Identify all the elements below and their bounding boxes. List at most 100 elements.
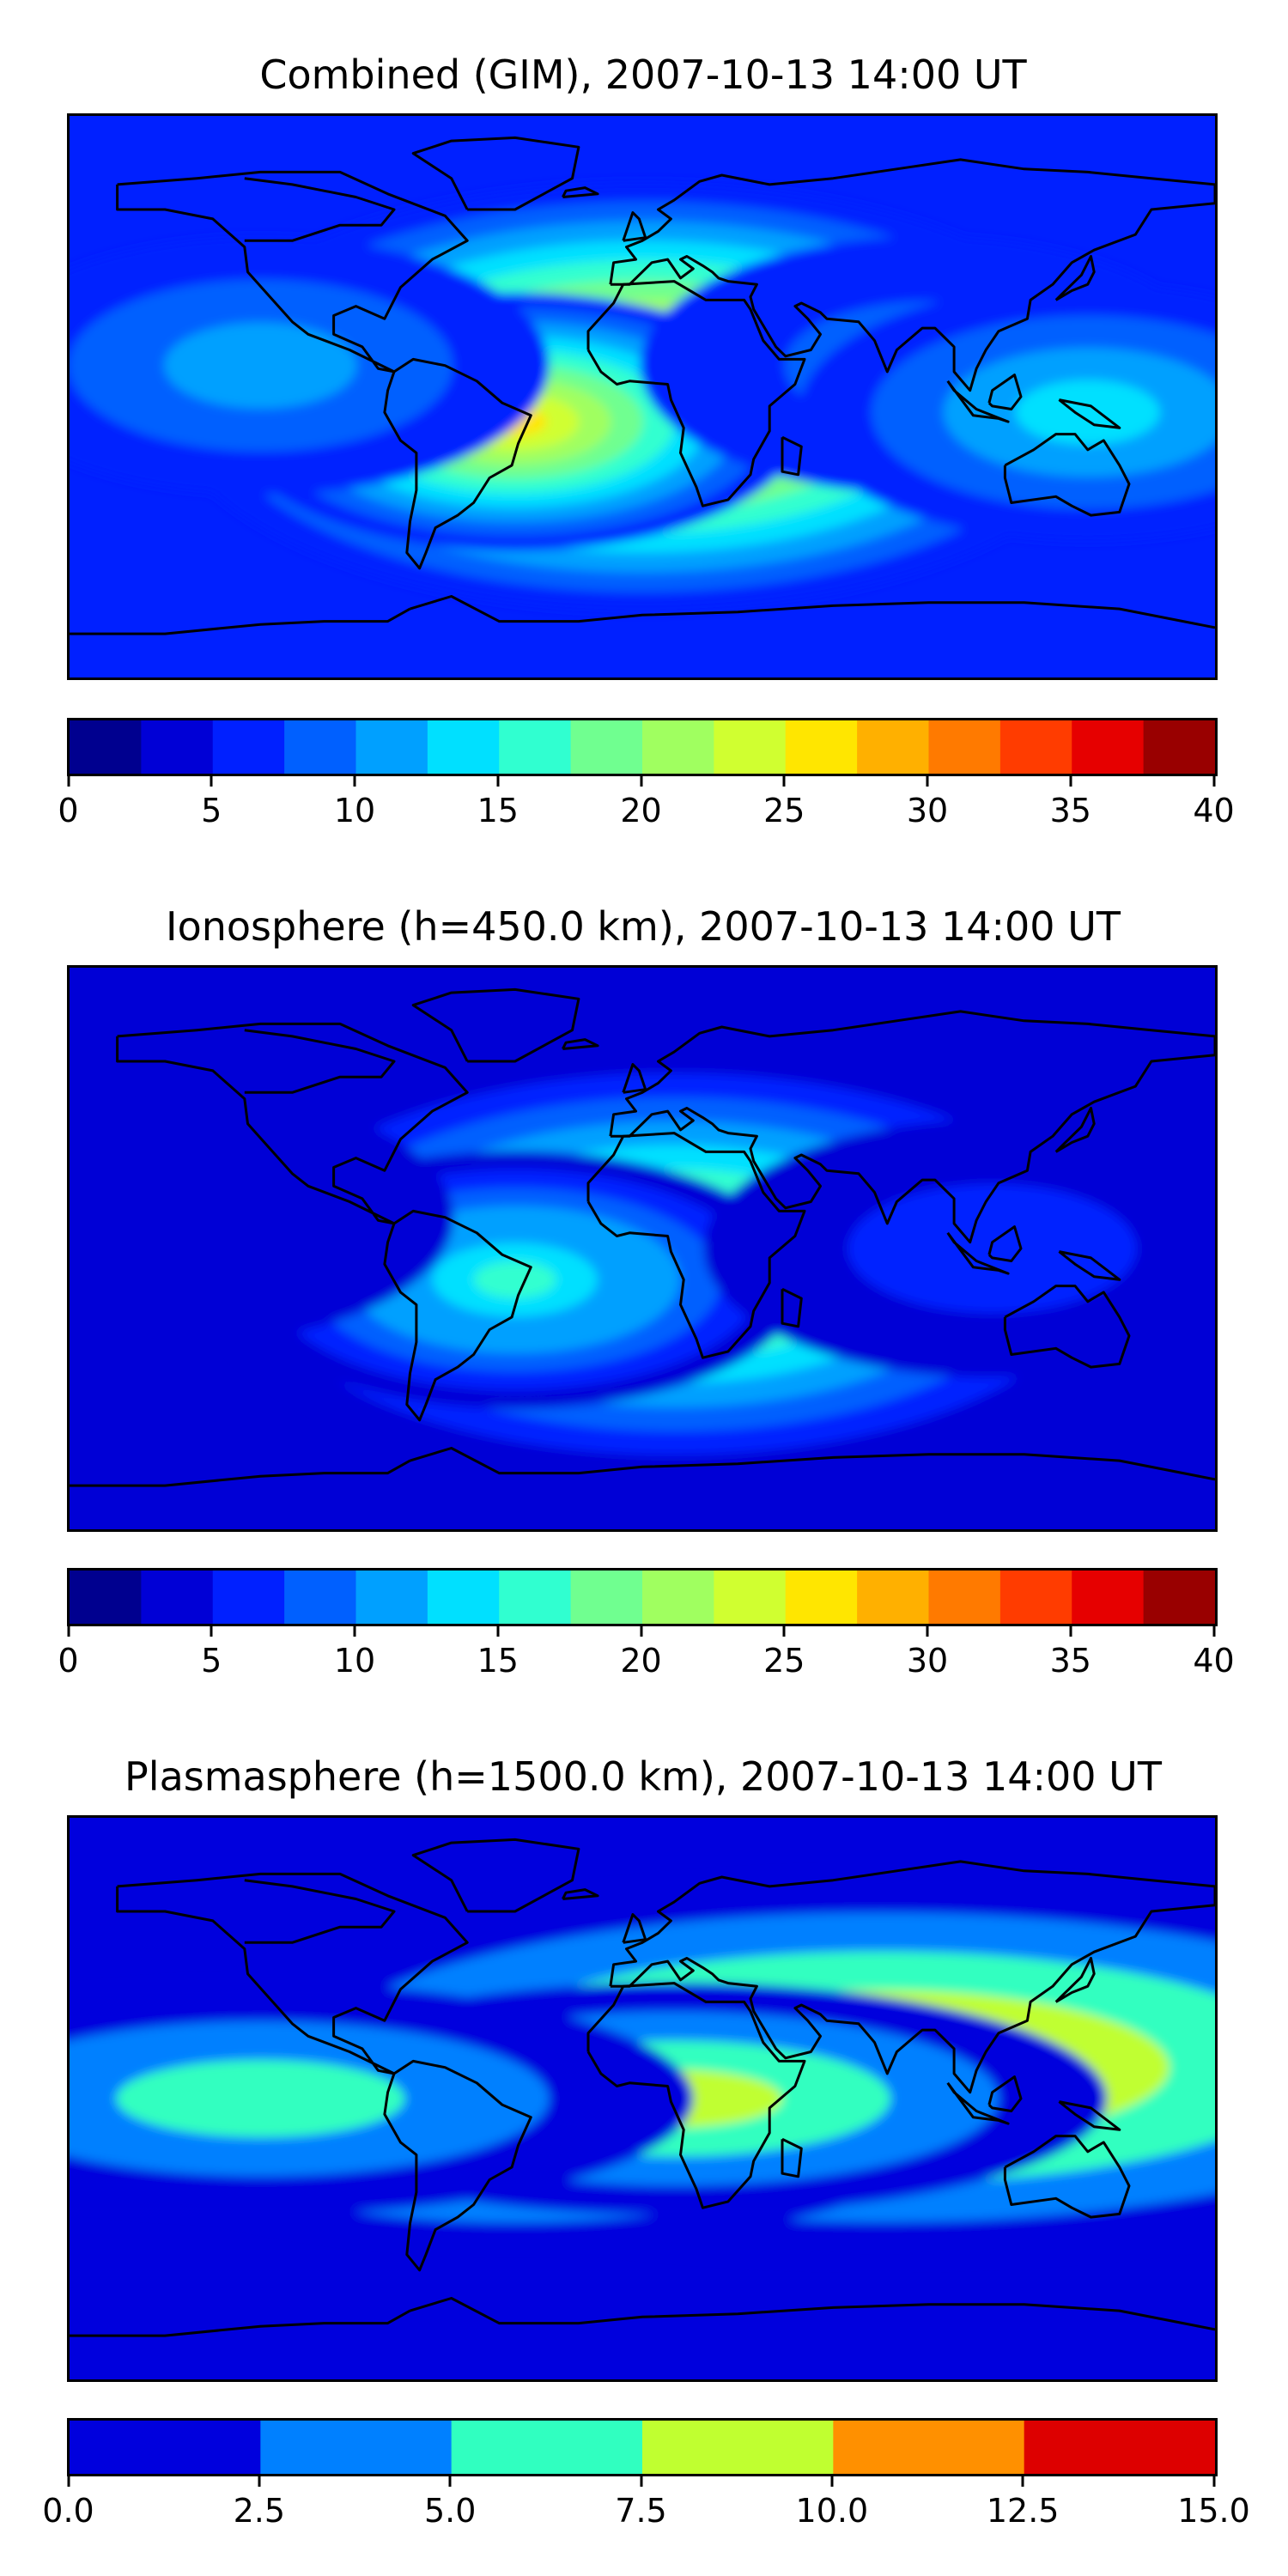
coastline	[622, 1913, 647, 1944]
colorbar-segment	[427, 1571, 500, 1624]
coastline	[781, 435, 803, 477]
colorbar-segment	[785, 1571, 858, 1624]
coastline	[244, 177, 396, 242]
coastline	[1054, 1957, 1096, 2003]
coastline	[70, 2309, 411, 2337]
colorbar-tick-label: 35	[1049, 1642, 1091, 1680]
colorbar-tickmark	[258, 2476, 261, 2487]
colorbar-tick-label: 10	[333, 1642, 376, 1680]
coastline	[411, 136, 580, 211]
coastline	[1058, 2100, 1121, 2131]
coastline	[244, 1029, 396, 1094]
coastline	[1054, 255, 1096, 301]
coastline	[987, 2075, 1023, 2112]
colorbar-segment	[70, 1571, 142, 1624]
colorbar-segment	[833, 2421, 1025, 2474]
contour-band	[1015, 380, 1160, 445]
colorbar-tickmark	[353, 776, 356, 787]
colorbar-svg-2	[70, 2421, 1215, 2474]
contour-band	[848, 1184, 1137, 1313]
colorbar-tick-label: 5.0	[423, 2492, 477, 2530]
colorbar-tick-label: 20	[620, 792, 662, 829]
colorbar-segment	[451, 2421, 643, 2474]
colorbar-segment	[427, 720, 500, 774]
contour-band	[116, 2060, 405, 2137]
colorbar-tick-label: 15	[477, 1642, 519, 1680]
colorbar-tick-label: 0	[58, 1642, 79, 1680]
coastline	[946, 380, 1010, 423]
colorbar-tick-label: 35	[1049, 792, 1091, 829]
colorbar-segment	[1024, 2421, 1215, 2474]
chart-title-ionosphere: Ionosphere (h=450.0 km), 2007-10-13 14:0…	[166, 903, 1121, 950]
colorbar-tick-label: 7.5	[615, 2492, 667, 2530]
coastline	[987, 1225, 1023, 1262]
colorbar-tickmark	[1021, 2476, 1024, 2487]
colorbar-segment	[284, 1571, 356, 1624]
colorbar-tickmark	[926, 1626, 929, 1637]
contour-band	[473, 1261, 556, 1298]
contour-band	[164, 322, 357, 409]
colorbar-tickmark	[1212, 1626, 1215, 1637]
colorbar-segment	[928, 1571, 1001, 1624]
colorbar-segment	[1143, 720, 1215, 774]
coastline	[562, 1888, 599, 1900]
colorbar-segment	[284, 720, 356, 774]
colorbar-tickmark	[448, 2476, 452, 2487]
colorbar-segment	[70, 720, 142, 774]
coastline	[562, 1038, 599, 1050]
colorbar-plasmasphere	[67, 2418, 1218, 2476]
coastline	[410, 595, 1215, 629]
coastline	[116, 1872, 469, 2075]
coastline	[586, 1982, 806, 2209]
coastline	[70, 607, 411, 635]
coastline	[116, 1022, 469, 1225]
colorbar-tickmark	[1069, 776, 1072, 787]
colorbar-segment	[1143, 1571, 1215, 1624]
colorbar-tickmark	[210, 1626, 213, 1637]
colorbar-tickmark	[67, 1626, 70, 1637]
colorbar-segment	[499, 720, 572, 774]
colorbar-combined	[67, 718, 1218, 776]
colorbar-svg-0	[70, 720, 1215, 774]
colorbar-segment	[212, 1571, 285, 1624]
colorbar-segment	[260, 2421, 453, 2474]
colorbar-segment	[355, 720, 428, 774]
coastline	[622, 1063, 647, 1094]
colorbar-segment	[999, 720, 1072, 774]
colorbar-tickmark	[67, 2476, 70, 2487]
coastline	[116, 170, 469, 374]
colorbar-tickmark	[210, 776, 213, 787]
coastline	[609, 1860, 1215, 2094]
colorbar-segment	[714, 1571, 787, 1624]
coastline	[383, 2059, 532, 2272]
colorbar-tick-label: 25	[763, 1642, 805, 1680]
coastline	[1003, 2135, 1131, 2219]
coastline	[946, 2081, 1010, 2125]
colorbar-tickmark	[782, 1626, 786, 1637]
colorbar-tickmark	[640, 1626, 642, 1637]
colorbar-segment	[928, 720, 1001, 774]
colorbar-segment	[714, 720, 787, 774]
coastline	[1058, 1250, 1121, 1281]
coastline	[410, 2297, 1215, 2331]
colorbar-segment	[857, 720, 929, 774]
colorbar-segment	[642, 720, 714, 774]
colorbar-tickmark	[640, 776, 642, 787]
map-combined	[67, 113, 1218, 680]
coastline	[1003, 1285, 1131, 1369]
coastline	[622, 211, 647, 242]
colorbar-tickmark	[67, 776, 70, 787]
colorbar-tickmark	[926, 776, 929, 787]
colorbar-segment	[570, 720, 643, 774]
colorbar-segment	[1072, 1571, 1145, 1624]
colorbar-tick-label: 10	[333, 792, 376, 829]
colorbar-tick-label: 2.5	[233, 2492, 286, 2530]
colorbar-ionosphere	[67, 1568, 1218, 1626]
colorbar-tickmark	[496, 1626, 500, 1637]
map-plasmasphere	[67, 1815, 1218, 2382]
coastline	[1003, 433, 1131, 517]
colorbar-segment	[212, 720, 285, 774]
coastline	[586, 280, 806, 507]
colorbar-tick-label: 15	[477, 792, 519, 829]
coastline	[946, 1231, 1010, 1275]
